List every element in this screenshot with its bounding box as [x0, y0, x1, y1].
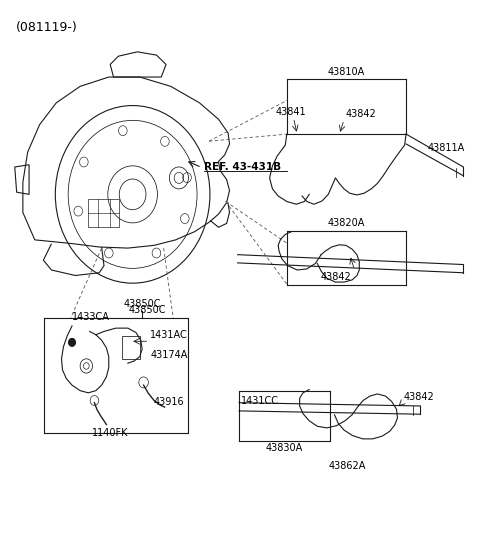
Text: 43842: 43842 [346, 109, 377, 119]
Text: 43820A: 43820A [328, 218, 365, 228]
Text: 43830A: 43830A [266, 443, 303, 453]
Text: 43174A: 43174A [150, 350, 188, 360]
Bar [121, 336, 140, 359]
Text: 43862A: 43862A [329, 461, 366, 471]
Text: 43841: 43841 [275, 106, 306, 116]
Text: 1140FK: 1140FK [92, 428, 129, 438]
Text: 43850C: 43850C [128, 305, 166, 315]
Circle shape [69, 338, 75, 346]
Text: (081119-): (081119-) [16, 20, 77, 34]
Text: 43916: 43916 [153, 397, 184, 407]
Bar [88, 199, 119, 227]
Text: 1433CA: 1433CA [72, 312, 110, 322]
Text: 43842: 43842 [320, 272, 351, 282]
Text: 1431CC: 1431CC [241, 396, 279, 406]
Text: 43810A: 43810A [328, 67, 365, 77]
Text: 43811A: 43811A [427, 143, 464, 153]
Text: 43850C: 43850C [123, 300, 161, 310]
Text: REF. 43-431B: REF. 43-431B [204, 162, 281, 172]
Text: 43842: 43842 [403, 392, 434, 402]
Text: 1431AC: 1431AC [150, 330, 188, 340]
